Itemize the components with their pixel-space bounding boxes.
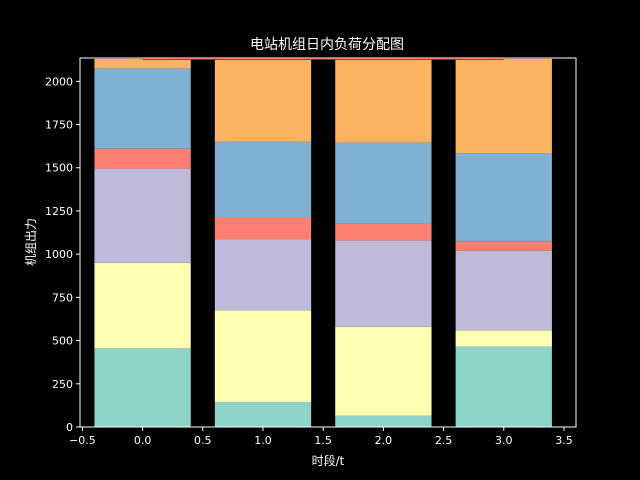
plot-frame [79,57,577,428]
bar-seg-t2-s5 [335,58,432,143]
x-tick-label: 2.0 [375,434,393,447]
x-tick-label: 2.5 [435,434,453,447]
chart-title: 电站机组日内负荷分配图 [250,37,404,53]
x-tick-label: 1.5 [314,434,332,447]
x-axis: −0.5 0.0 0.5 1.0 1.5 2.0 2.5 3.0 3.5 [69,427,573,447]
y-tick-label: 1500 [45,162,73,175]
bar-seg-t1-s1 [214,310,312,402]
bar-seg-t3-s5 [455,58,552,154]
x-tick-label: 3.5 [555,434,573,447]
y-tick-label: 250 [52,378,73,391]
y-tick-label: 750 [52,291,73,304]
y-tick-label: 0 [66,421,73,434]
y-tick-label: 2000 [45,75,73,88]
y-axis: 0 250 500 750 1000 1250 1500 1750 2000 [45,75,80,434]
bar-seg-t0-s0 [94,348,191,427]
y-tick-label: 1250 [45,205,73,218]
bar-seg-t0-s3 [94,148,191,169]
bar-seg-t2-s0 [335,415,432,427]
y-tick-label: 1000 [45,248,73,261]
bar-seg-t1-s4 [214,141,312,218]
bar-seg-t1-s3 [214,217,312,240]
x-tick-label: 0.0 [134,434,152,447]
bar-seg-t3-s2 [455,250,552,331]
bar-seg-t1-s2 [214,239,312,311]
x-tick-label: 1.0 [254,434,272,447]
y-tick-label: 500 [52,335,73,348]
bar-seg-t2-s2 [335,240,432,327]
bars-group [94,58,552,427]
bar-seg-t0-s5 [94,58,191,69]
y-axis-label: 机组出力 [24,218,38,266]
y-tick-label: 1750 [45,119,73,132]
bar-seg-t3-s1 [455,330,552,347]
x-tick-label: −0.5 [69,434,96,447]
bar-seg-t2-s3 [335,223,432,241]
x-axis-label: 时段/t [312,453,345,468]
x-tick-label: 0.5 [194,434,212,447]
bar-seg-t2-s1 [335,326,432,416]
bar-seg-t2-s4 [335,142,432,224]
bar-seg-t0-s4 [94,68,191,149]
bar-seg-t3-s0 [455,346,552,427]
bar-seg-t3-s3 [455,241,552,251]
bar-seg-t1-s5 [214,58,312,142]
x-tick-label: 3.0 [495,434,513,447]
bar-seg-t3-s4 [455,153,552,242]
bar-seg-t0-s1 [94,262,191,349]
bar-seg-t1-s0 [214,401,312,427]
bar-seg-t0-s2 [94,168,191,263]
